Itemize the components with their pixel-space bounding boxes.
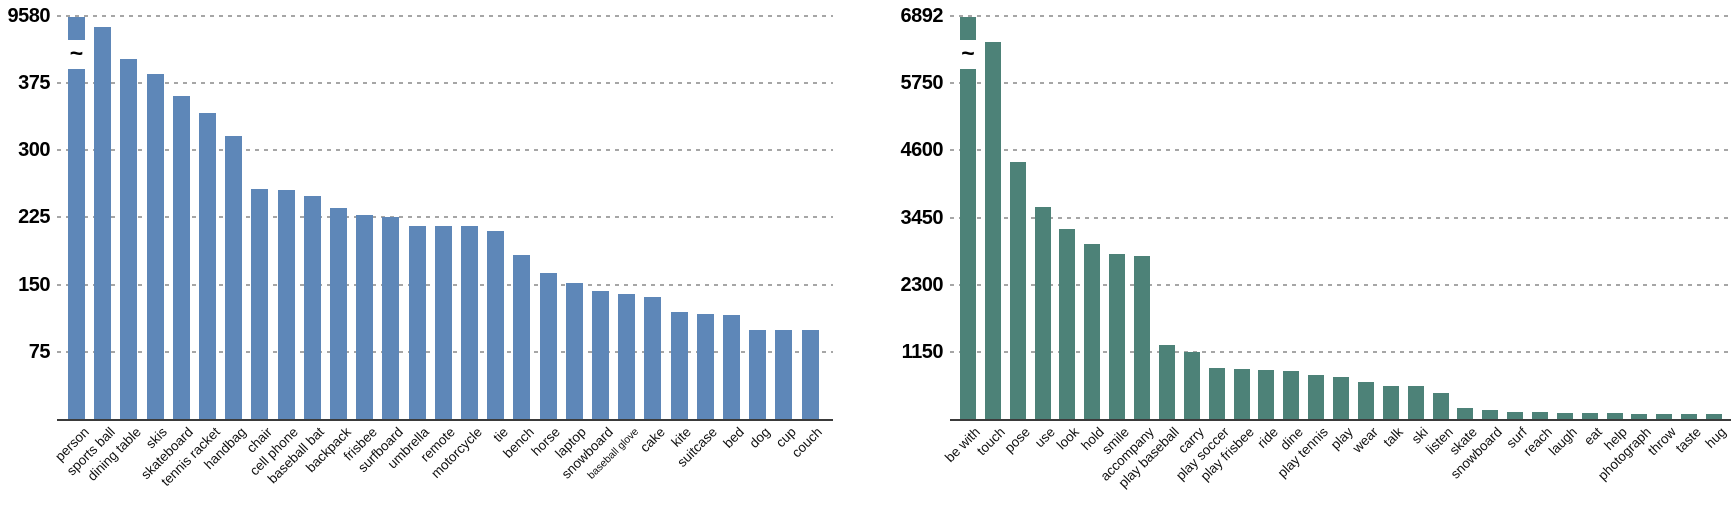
gridline	[57, 81, 833, 84]
bar	[1407, 386, 1424, 420]
bar	[1109, 254, 1126, 420]
y-tick-label: 300	[18, 139, 50, 162]
bar	[1532, 412, 1548, 420]
bar	[1507, 411, 1524, 420]
bar	[1084, 244, 1101, 420]
bar	[94, 27, 112, 420]
axis-break-tilde: ~	[69, 40, 84, 66]
gridline	[57, 216, 833, 219]
y-tick-label: 4600	[900, 139, 944, 162]
bar	[1706, 413, 1723, 420]
gridline	[950, 81, 1731, 84]
bar	[277, 189, 295, 420]
bar	[513, 255, 531, 420]
bar	[1034, 206, 1051, 420]
bar	[539, 273, 557, 420]
gridline-top	[57, 14, 833, 17]
y-tick-label: 3450	[900, 206, 944, 229]
y-tick-label: 1150	[901, 341, 944, 364]
gridline	[57, 149, 833, 152]
bar	[1158, 344, 1175, 420]
bar	[1283, 370, 1300, 420]
bar	[1631, 413, 1648, 420]
bar	[670, 311, 688, 420]
bar	[146, 73, 164, 420]
bar	[120, 59, 138, 420]
bar	[1308, 375, 1325, 420]
y-tick-label: 150	[18, 273, 50, 296]
bar	[1134, 256, 1151, 420]
bar	[172, 96, 190, 420]
bar	[382, 217, 400, 420]
bar	[461, 226, 478, 420]
bar	[749, 329, 767, 420]
bar	[984, 41, 1001, 420]
bar	[1009, 162, 1026, 420]
x-axis-line	[57, 418, 833, 421]
bar	[1482, 410, 1499, 420]
bar-broken-top	[960, 17, 976, 40]
bar-broken-bottom	[68, 69, 85, 420]
y-tick-label: 2300	[900, 273, 944, 296]
bar	[356, 214, 374, 420]
gridline	[950, 283, 1731, 286]
bar	[723, 315, 740, 420]
bar	[644, 297, 662, 420]
y-tick-label: 5750	[900, 71, 944, 94]
gridline	[950, 149, 1731, 152]
bar	[251, 188, 269, 420]
bar	[592, 291, 609, 420]
bar	[1581, 413, 1598, 420]
bar	[696, 314, 714, 420]
bar	[199, 113, 216, 420]
bar	[408, 225, 426, 420]
axis-break-tilde: ~	[961, 40, 975, 66]
bar	[801, 329, 819, 420]
y-tick-label: 75	[28, 341, 51, 364]
bar	[1233, 369, 1250, 420]
gridline	[950, 351, 1731, 354]
bar-broken-bottom	[960, 69, 976, 420]
bar-broken-top	[68, 17, 85, 40]
bar	[565, 283, 583, 420]
bar	[1183, 351, 1200, 420]
x-axis-line	[950, 418, 1731, 421]
bar	[330, 207, 347, 420]
bar	[434, 226, 452, 420]
y-tick-label-max: 9580	[7, 4, 51, 27]
y-tick-label: 225	[18, 206, 50, 229]
gridline	[950, 216, 1731, 219]
bar	[487, 230, 505, 420]
bar	[303, 195, 321, 420]
gridline-top	[950, 14, 1731, 17]
bar	[1208, 368, 1225, 420]
bar	[1357, 382, 1374, 420]
bar	[1382, 385, 1399, 420]
y-tick-label: 375	[18, 71, 50, 94]
bar	[1656, 413, 1673, 420]
bar	[1059, 228, 1076, 420]
bar	[1556, 413, 1573, 420]
bar	[618, 293, 636, 420]
bar	[775, 329, 793, 420]
y-tick-label-max: 6892	[900, 4, 944, 27]
bar	[1333, 376, 1350, 420]
bar	[1432, 393, 1449, 420]
bar	[1606, 413, 1623, 420]
bar	[225, 135, 243, 420]
bar	[1258, 370, 1275, 420]
bar	[1681, 413, 1698, 420]
bar	[1457, 408, 1474, 420]
